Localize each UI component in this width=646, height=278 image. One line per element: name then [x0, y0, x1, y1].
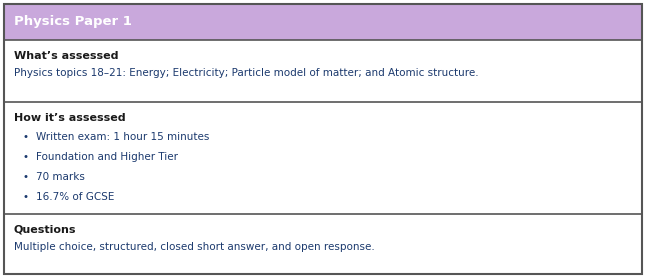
- Text: 70 marks: 70 marks: [36, 172, 85, 182]
- Text: How it’s assessed: How it’s assessed: [14, 113, 125, 123]
- Text: Multiple choice, structured, closed short answer, and open response.: Multiple choice, structured, closed shor…: [14, 242, 375, 252]
- Text: •: •: [23, 152, 29, 162]
- Text: Written exam: 1 hour 15 minutes: Written exam: 1 hour 15 minutes: [36, 132, 209, 142]
- Bar: [4, 4, 642, 40]
- Text: Foundation and Higher Tier: Foundation and Higher Tier: [36, 152, 178, 162]
- Text: •: •: [23, 172, 29, 182]
- Text: Physics Paper 1: Physics Paper 1: [14, 16, 132, 29]
- Text: What’s assessed: What’s assessed: [14, 51, 118, 61]
- Text: •: •: [23, 132, 29, 142]
- Text: •: •: [23, 192, 29, 202]
- Text: 16.7% of GCSE: 16.7% of GCSE: [36, 192, 114, 202]
- Text: Physics topics 18–21: Energy; Electricity; Particle model of matter; and Atomic : Physics topics 18–21: Energy; Electricit…: [14, 68, 479, 78]
- Text: Questions: Questions: [14, 225, 76, 235]
